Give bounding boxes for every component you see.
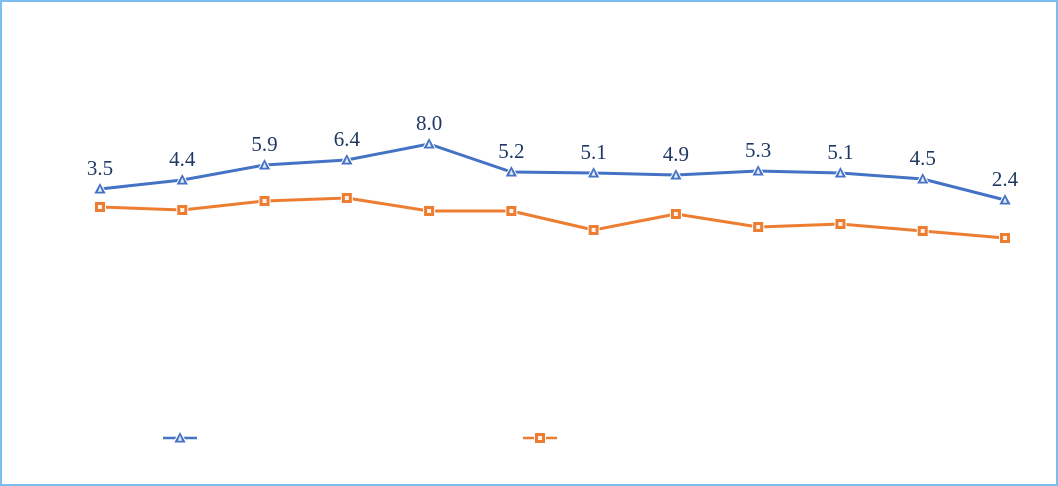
series-blue-data-label: 5.1 — [827, 140, 853, 164]
series-orange-point-marker — [999, 232, 1011, 244]
series-orange-point-marker — [176, 204, 189, 216]
triangle-inner-shape — [180, 177, 185, 183]
series-blue-data-label: 5.9 — [251, 132, 277, 156]
series-orange-point-marker — [505, 205, 518, 217]
series-orange-line — [98, 196, 1007, 240]
triangle-inner-shape — [673, 172, 679, 178]
series-blue-group: 3.5 4.4 5.9 6.4 8.0 5.2 5.1 4.9 5.3 5.1 4.5 2.4 — [87, 111, 1019, 206]
series-blue-point-marker — [504, 163, 519, 178]
series-blue-point-marker — [668, 166, 684, 181]
series-orange-point-marker — [916, 225, 929, 237]
series-orange-point-marker — [834, 218, 847, 230]
square-inner-shape — [509, 209, 514, 213]
triangle-inner-shape — [509, 169, 514, 175]
series-blue-line — [98, 142, 1007, 202]
triangle-inner-shape — [920, 176, 925, 182]
series-orange-point-marker — [669, 208, 682, 220]
triangle-inner-shape — [838, 170, 843, 176]
triangle-inner-shape — [426, 141, 432, 147]
series-blue-data-label: 4.5 — [910, 146, 936, 170]
series-blue-data-label: 3.5 — [87, 156, 113, 180]
square-inner-shape — [262, 199, 267, 203]
series-blue-point-marker — [339, 151, 355, 166]
series-blue-data-label: 5.1 — [581, 140, 607, 164]
square-inner-shape — [344, 196, 349, 200]
series-blue-data-label: 6.4 — [334, 127, 361, 151]
square-inner-shape — [427, 209, 432, 213]
triangle-inner-shape — [344, 157, 350, 163]
triangle-inner-shape — [591, 170, 596, 176]
legend-square-icon — [534, 432, 546, 444]
square-inner-shape — [838, 222, 843, 226]
square-inner-shape — [756, 225, 761, 229]
series-orange-point-marker — [94, 201, 106, 213]
series-blue-point-marker — [257, 156, 272, 171]
square-inner-shape — [673, 212, 678, 216]
series-blue-data-label: 8.0 — [416, 111, 442, 135]
series-blue-data-label: 4.9 — [663, 142, 689, 166]
series-blue-point-marker — [750, 162, 766, 177]
triangle-inner-shape — [177, 435, 183, 441]
series-blue-point-marker — [92, 180, 108, 195]
square-inner-shape — [920, 229, 925, 233]
series-blue-point-marker — [915, 170, 931, 185]
square-inner-shape — [180, 208, 185, 212]
series-blue-point-marker — [421, 135, 437, 150]
legend-item-orange — [523, 432, 557, 444]
series-blue-point-marker — [997, 191, 1013, 206]
triangle-inner-shape — [262, 162, 267, 168]
series-orange-point-marker — [423, 205, 436, 217]
series-blue-data-label: 5.2 — [498, 139, 524, 163]
triangle-inner-shape — [755, 168, 761, 174]
series-blue-data-label: 2.4 — [992, 167, 1019, 191]
square-inner-shape — [98, 205, 102, 209]
series-orange-point-marker — [340, 192, 353, 204]
triangle-inner-shape — [97, 186, 103, 192]
series-blue-point-marker — [586, 164, 601, 179]
series-orange-point-marker — [752, 221, 765, 233]
square-inner-shape — [538, 436, 542, 440]
legend-item-blue — [163, 429, 197, 444]
series-blue-data-label: 4.4 — [169, 147, 196, 171]
triangle-inner-shape — [1002, 197, 1008, 203]
legend-triangle-icon — [172, 429, 188, 444]
square-inner-shape — [1003, 236, 1007, 240]
legend — [163, 429, 557, 444]
series-orange-group — [94, 192, 1011, 244]
square-inner-shape — [591, 228, 596, 232]
series-blue-data-label: 5.3 — [745, 138, 771, 162]
series-blue-point-marker — [833, 164, 848, 179]
series-orange-point-marker — [587, 224, 600, 236]
series-orange-point-marker — [258, 195, 271, 207]
series-blue-point-marker — [174, 171, 190, 186]
